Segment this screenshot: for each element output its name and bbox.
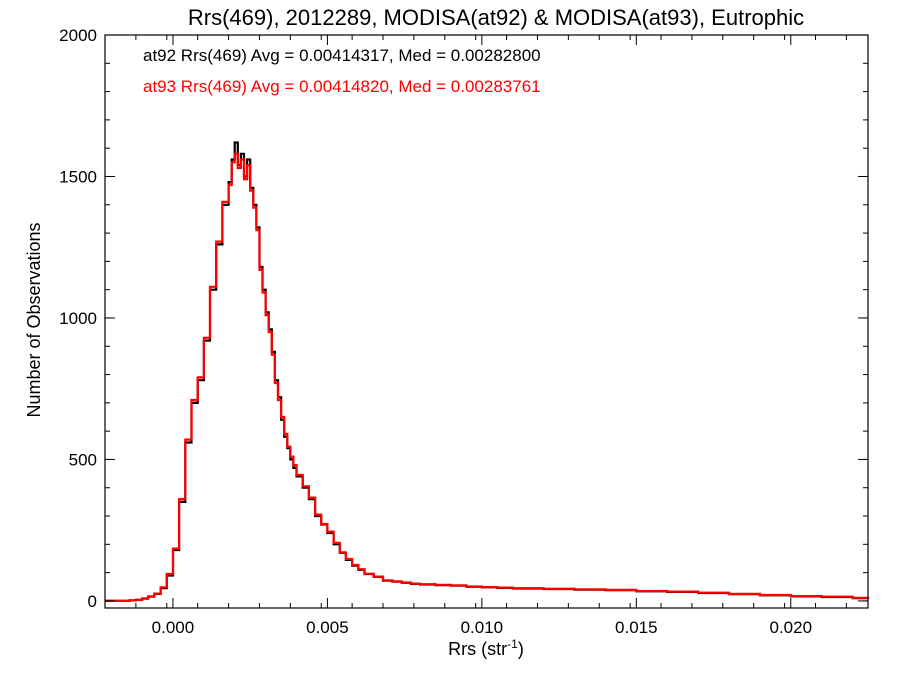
y-tick-label: 2000 xyxy=(59,26,97,45)
x-tick-label: 0.015 xyxy=(615,618,658,637)
series-layer xyxy=(105,141,870,602)
chart-title: Rrs(469), 2012289, MODISA(at92) & MODISA… xyxy=(188,5,804,30)
series-line-at93 xyxy=(105,152,870,602)
y-tick-label: 1000 xyxy=(59,309,97,328)
y-tick-label: 1500 xyxy=(59,167,97,186)
x-axis-label: Rrs (str-1) xyxy=(448,637,524,659)
legend-entry-at93: at93 Rrs(469) Avg = 0.00414820, Med = 0.… xyxy=(143,77,541,96)
x-axis-label-text: Rrs (str xyxy=(448,639,507,659)
legend-entry-at92: at92 Rrs(469) Avg = 0.00414317, Med = 0.… xyxy=(143,46,541,65)
x-axis-label-superscript: -1 xyxy=(507,637,518,651)
y-axis-label: Number of Observations xyxy=(24,222,44,417)
y-tick-label: 0 xyxy=(88,592,97,611)
series-line-at92 xyxy=(105,141,870,602)
y-tick-label: 500 xyxy=(69,450,97,469)
tick-layer: 0.000 0.005 0.010 0.015 0.020 0 500 1000 1500 200… xyxy=(59,26,868,637)
x-axis-label-close: ) xyxy=(518,639,524,659)
x-tick-label: 0.020 xyxy=(769,618,812,637)
plot-frame xyxy=(104,34,869,609)
x-tick-label: 0.005 xyxy=(306,618,349,637)
x-tick-label: 0.010 xyxy=(461,618,504,637)
x-tick-label: 0.000 xyxy=(152,618,195,637)
